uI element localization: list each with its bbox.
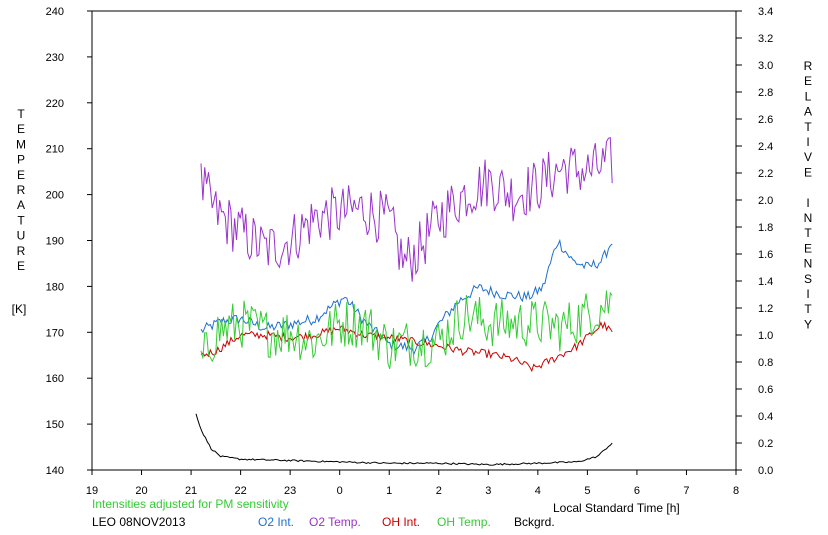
y-right-label-letter: N [804, 211, 813, 225]
y-left-tick-label: 230 [46, 52, 64, 64]
x-tick-label: 8 [733, 485, 739, 497]
legend: O2 Int. O2 Temp. OH Int. OH Temp. Bckgrd. [258, 515, 555, 529]
x-tick-label: 20 [135, 485, 147, 497]
x-tick-label: 21 [185, 485, 197, 497]
y-axis-left: 140 150 160 170 180 190 200 210 220 230 240 [46, 6, 92, 477]
y-left-tick-label: 180 [46, 281, 64, 293]
x-tick-label: 3 [485, 485, 491, 497]
y-right-label-letter: I [806, 135, 809, 149]
y-right-tick-label: 2.0 [758, 195, 773, 207]
y-right-tick-label: 3.0 [758, 60, 773, 72]
y-right-label-letter: S [804, 272, 812, 286]
y-left-tick-label: 220 [46, 98, 64, 110]
x-tick-label: 19 [86, 485, 98, 497]
y-right-tick-label: 3.2 [758, 33, 773, 45]
x-tick-label: 2 [436, 485, 442, 497]
caption-text: LEO 08NOV2013 [92, 515, 186, 529]
series-line-oh-int [200, 321, 613, 373]
y-right-label-letter: T [804, 120, 812, 134]
series-lines [195, 137, 613, 466]
x-tick-label: 7 [683, 485, 689, 497]
y-left-label-letter: T [17, 213, 25, 227]
y-left-tick-label: 190 [46, 236, 64, 248]
y-right-tick-label: 1.2 [758, 303, 773, 315]
y-right-label-letter: I [806, 196, 809, 210]
y-right-tick-label: 3.4 [758, 6, 773, 18]
y-left-tick-label: 150 [46, 419, 64, 431]
y-right-label-letter: A [804, 105, 812, 119]
y-left-label-letter: A [17, 198, 25, 212]
y-right-label-letter: Y [804, 317, 812, 331]
y-right-tick-label: 0.6 [758, 384, 773, 396]
y-left-label-letter: R [17, 244, 26, 258]
y-right-tick-label: 2.4 [758, 141, 773, 153]
legend-entry: O2 Temp. [309, 515, 361, 529]
y-right-tick-label: 1.0 [758, 330, 773, 342]
y-right-label-letter: I [806, 287, 809, 301]
y-left-label-letter: R [17, 183, 26, 197]
y-left-tick-label: 140 [46, 465, 64, 477]
y-right-tick-label: 2.6 [758, 114, 773, 126]
y-right-label-letter: E [804, 74, 812, 88]
y-right-tick-label: 1.8 [758, 222, 773, 234]
legend-entry: OH Temp. [437, 515, 491, 529]
y-left-label-letter: E [17, 122, 25, 136]
y-right-label-letter: T [804, 302, 812, 316]
x-tick-label: 1 [386, 485, 392, 497]
y-right-tick-label: 0.8 [758, 357, 773, 369]
legend-entry: OH Int. [382, 515, 420, 529]
y-left-label-letter: E [17, 168, 25, 182]
y-right-tick-label: 0.2 [758, 438, 773, 450]
y-left-tick-label: 200 [46, 190, 64, 202]
y-right-tick-label: 1.4 [758, 276, 773, 288]
y-right-tick-label: 0.4 [758, 411, 773, 423]
y-left-label-letter: M [16, 137, 26, 151]
series-line-o2-int [200, 238, 613, 356]
y-left-label-letter: P [17, 153, 25, 167]
y-left-label-letter: T [17, 107, 25, 121]
y-right-label-letter: V [804, 150, 812, 164]
y-right-label-letter: T [804, 226, 812, 240]
legend-entry: O2 Int. [258, 515, 294, 529]
legend-entry: Bckgrd. [514, 515, 555, 529]
x-tick-label: 4 [535, 485, 541, 497]
x-tick-label: 0 [337, 485, 343, 497]
y-right-label-letter: N [804, 257, 813, 271]
y-left-tick-label: 170 [46, 327, 64, 339]
y-left-tick-label: 210 [46, 144, 64, 156]
x-axis-label: Local Standard Time [h] [553, 501, 680, 515]
y-right-tick-label: 1.6 [758, 249, 773, 261]
x-axis: 19 20 21 22 23 0 1 2 3 4 5 6 7 8 [86, 470, 739, 497]
y-axis-right: 0.0 0.2 0.4 0.6 0.8 1.0 1.2 1.4 1.6 1.8 2.0 2.2 2.4 2… [736, 6, 773, 477]
x-tick-label: 5 [584, 485, 590, 497]
y-left-unit: [K] [12, 302, 27, 316]
x-tick-label: 6 [634, 485, 640, 497]
y-right-label-letter: L [805, 89, 812, 103]
y-right-label-letter: E [804, 241, 812, 255]
series-line-oh-temp [200, 290, 613, 369]
series-line-o2-temp [200, 137, 613, 282]
note-text: Intensities adjusted for PM sensitivity [92, 497, 289, 511]
y-right-label-letter: E [804, 165, 812, 179]
y-left-tick-label: 160 [46, 373, 64, 385]
x-tick-label: 22 [234, 485, 246, 497]
y-left-label-letter: U [17, 229, 26, 243]
y-right-tick-label: 2.2 [758, 168, 773, 180]
x-tick-label: 23 [284, 485, 296, 497]
y-right-label-letter: R [804, 59, 813, 73]
y-left-label-letter: E [17, 259, 25, 273]
y-right-tick-label: 2.8 [758, 87, 773, 99]
y-right-tick-label: 0.0 [758, 465, 773, 477]
y-left-tick-label: 240 [46, 6, 64, 18]
series-line-bckgrd [195, 413, 613, 466]
